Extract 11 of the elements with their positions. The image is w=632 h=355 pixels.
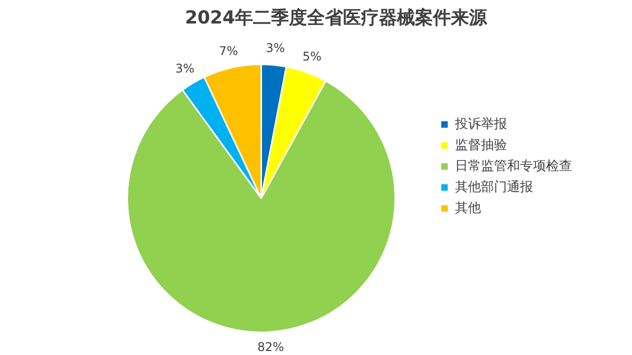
data-label: 3% (175, 61, 194, 76)
data-label: 82% (257, 340, 284, 354)
legend-label: 监督抽验 (455, 138, 507, 153)
chart-title: 2024年二季度全省医疗器械案件来源 (184, 7, 488, 28)
legend-label: 投诉举报 (454, 116, 507, 132)
legend-label: 其他部门通报 (455, 178, 533, 195)
data-label: 7% (219, 44, 238, 58)
legend-label: 日常监管和专项检查 (455, 158, 572, 174)
data-label: 3% (266, 41, 285, 56)
legend-label: 其他 (455, 200, 481, 216)
data-label: 5% (302, 49, 322, 64)
